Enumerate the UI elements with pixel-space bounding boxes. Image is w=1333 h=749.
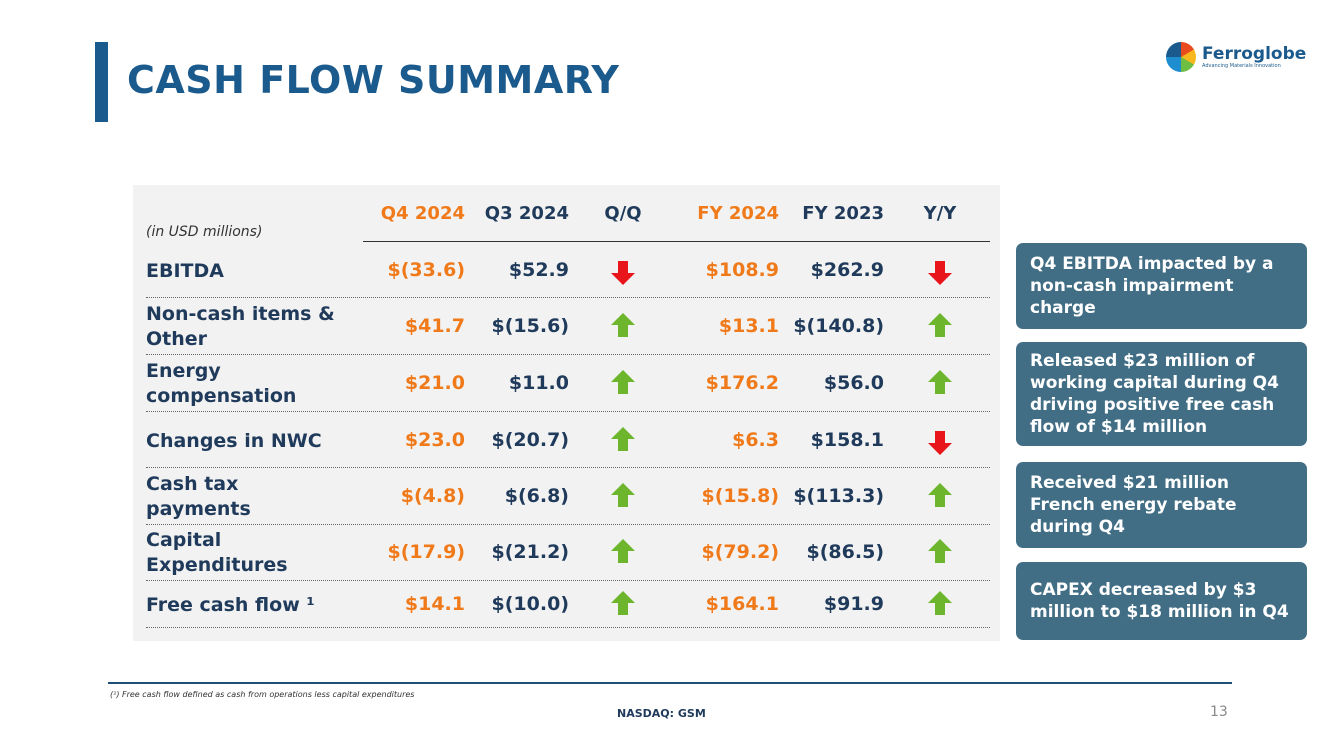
arrow-down-icon [928,431,952,455]
header-yy: Y/Y [923,203,957,224]
cell-q4-2024: $21.0 [404,372,465,394]
row-divider [146,411,990,412]
arrow-up-icon [611,483,635,507]
cell-q4-2024: $(4.8) [400,485,465,507]
arrow-up-icon [611,313,635,337]
row-divider [146,524,990,525]
row-divider [146,297,990,298]
cell-fy2023: $(86.5) [806,541,884,563]
row-label: Changes in NWC [146,430,322,452]
callout-ebitda: Q4 EBITDA impacted by a non-cash impairm… [1016,243,1307,329]
cell-fy2023: $56.0 [823,372,884,394]
callout-capex: CAPEX decreased by $3 million to $18 mil… [1016,562,1307,640]
cell-fy2024: $13.1 [718,315,779,337]
cell-fy2023: $158.1 [810,429,884,451]
cell-q3-2024: $(6.8) [504,485,569,507]
arrow-up-icon [928,370,952,394]
footer-divider [108,682,1232,684]
header-qq: Q/Q [604,203,642,224]
logo-tagline: Advancing Materials Innovation [1202,63,1281,69]
cell-fy2024: $108.9 [705,259,779,281]
title-accent-bar [95,42,108,122]
cell-fy2023: $(113.3) [793,485,884,507]
cell-q4-2024: $41.7 [404,315,465,337]
callout-working-capital: Released $23 million of working capital … [1016,342,1307,446]
arrow-up-icon [611,539,635,563]
row-label: Cash tax payments [146,473,251,520]
header-fy-2024: FY 2024 [697,203,779,224]
arrow-up-icon [611,370,635,394]
cell-fy2023: $262.9 [810,259,884,281]
row-divider [146,580,990,581]
cell-fy2024: $(15.8) [701,485,779,507]
cell-q3-2024: $(20.7) [491,429,569,451]
cell-q4-2024: $(33.6) [387,259,465,281]
header-fy-2023: FY 2023 [802,203,884,224]
arrow-up-icon [928,591,952,615]
row-label: Energy compensation [146,360,297,407]
cell-fy2024: $176.2 [705,372,779,394]
unit-note: (in USD millions) [146,224,263,240]
header-q4-2024: Q4 2024 [380,203,465,224]
cash-flow-table [133,185,1000,641]
cell-q3-2024: $52.9 [508,259,569,281]
row-divider [146,627,990,628]
cell-q3-2024: $(21.2) [491,541,569,563]
page-number: 13 [1210,704,1228,720]
cell-q3-2024: $(15.6) [491,315,569,337]
row-label: Capital Expenditures [146,529,288,576]
row-divider [146,354,990,355]
page-title: CASH FLOW SUMMARY [127,58,620,102]
cell-q4-2024: $23.0 [404,429,465,451]
arrow-up-icon [928,313,952,337]
cell-q3-2024: $11.0 [508,372,569,394]
row-divider [146,467,990,468]
cell-fy2023: $91.9 [823,593,884,615]
globe-icon [1166,42,1196,72]
arrow-up-icon [928,539,952,563]
ticker: NASDAQ: GSM [617,707,706,720]
logo-name: Ferroglobe [1202,44,1307,64]
arrow-up-icon [611,427,635,451]
row-label: EBITDA [146,260,224,282]
cell-fy2024: $(79.2) [701,541,779,563]
header-q3-2024: Q3 2024 [484,203,569,224]
arrow-up-icon [611,591,635,615]
ferroglobe-logo: Ferroglobe Advancing Materials Innovatio… [1166,42,1306,72]
cell-fy2024: $6.3 [732,429,779,451]
row-label: Free cash flow ¹ [146,594,315,616]
arrow-down-icon [611,261,635,285]
arrow-down-icon [928,261,952,285]
arrow-up-icon [928,483,952,507]
header-divider [363,241,990,242]
cell-q4-2024: $(17.9) [387,541,465,563]
footnote: (¹) Free cash flow defined as cash from … [110,690,415,699]
cell-q4-2024: $14.1 [404,593,465,615]
callout-energy-rebate: Received $21 million French energy rebat… [1016,462,1307,548]
row-label: Non-cash items & Other [146,303,335,350]
cell-fy2023: $(140.8) [793,315,884,337]
cell-q3-2024: $(10.0) [491,593,569,615]
cell-fy2024: $164.1 [705,593,779,615]
